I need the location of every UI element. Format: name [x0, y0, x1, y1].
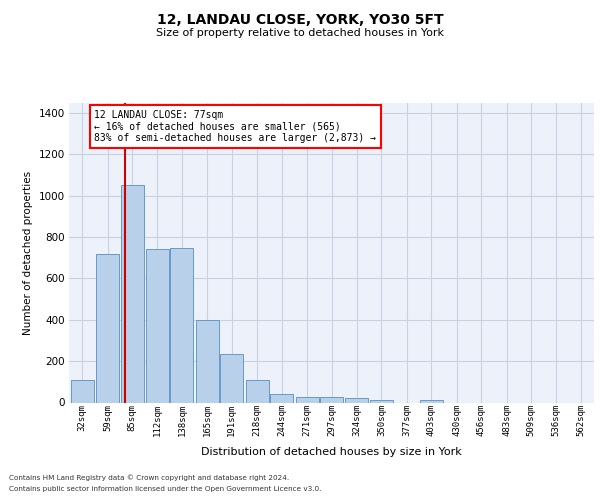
Bar — [420, 400, 443, 402]
Bar — [346, 398, 368, 402]
Bar — [196, 320, 219, 402]
Bar — [370, 400, 393, 402]
Bar — [96, 254, 119, 402]
Bar — [220, 354, 243, 403]
X-axis label: Distribution of detached houses by size in York: Distribution of detached houses by size … — [201, 447, 462, 457]
Bar — [121, 186, 143, 402]
Bar — [320, 396, 343, 402]
Text: 12 LANDAU CLOSE: 77sqm
← 16% of detached houses are smaller (565)
83% of semi-de: 12 LANDAU CLOSE: 77sqm ← 16% of detached… — [94, 110, 376, 143]
Text: Contains public sector information licensed under the Open Government Licence v3: Contains public sector information licen… — [9, 486, 322, 492]
Y-axis label: Number of detached properties: Number of detached properties — [23, 170, 33, 334]
Bar — [170, 248, 193, 402]
Bar — [146, 250, 169, 402]
Text: 12, LANDAU CLOSE, YORK, YO30 5FT: 12, LANDAU CLOSE, YORK, YO30 5FT — [157, 12, 443, 26]
Bar — [296, 396, 319, 402]
Text: Contains HM Land Registry data © Crown copyright and database right 2024.: Contains HM Land Registry data © Crown c… — [9, 474, 289, 481]
Bar — [245, 380, 269, 402]
Bar — [71, 380, 94, 402]
Text: Size of property relative to detached houses in York: Size of property relative to detached ho… — [156, 28, 444, 38]
Bar — [270, 394, 293, 402]
